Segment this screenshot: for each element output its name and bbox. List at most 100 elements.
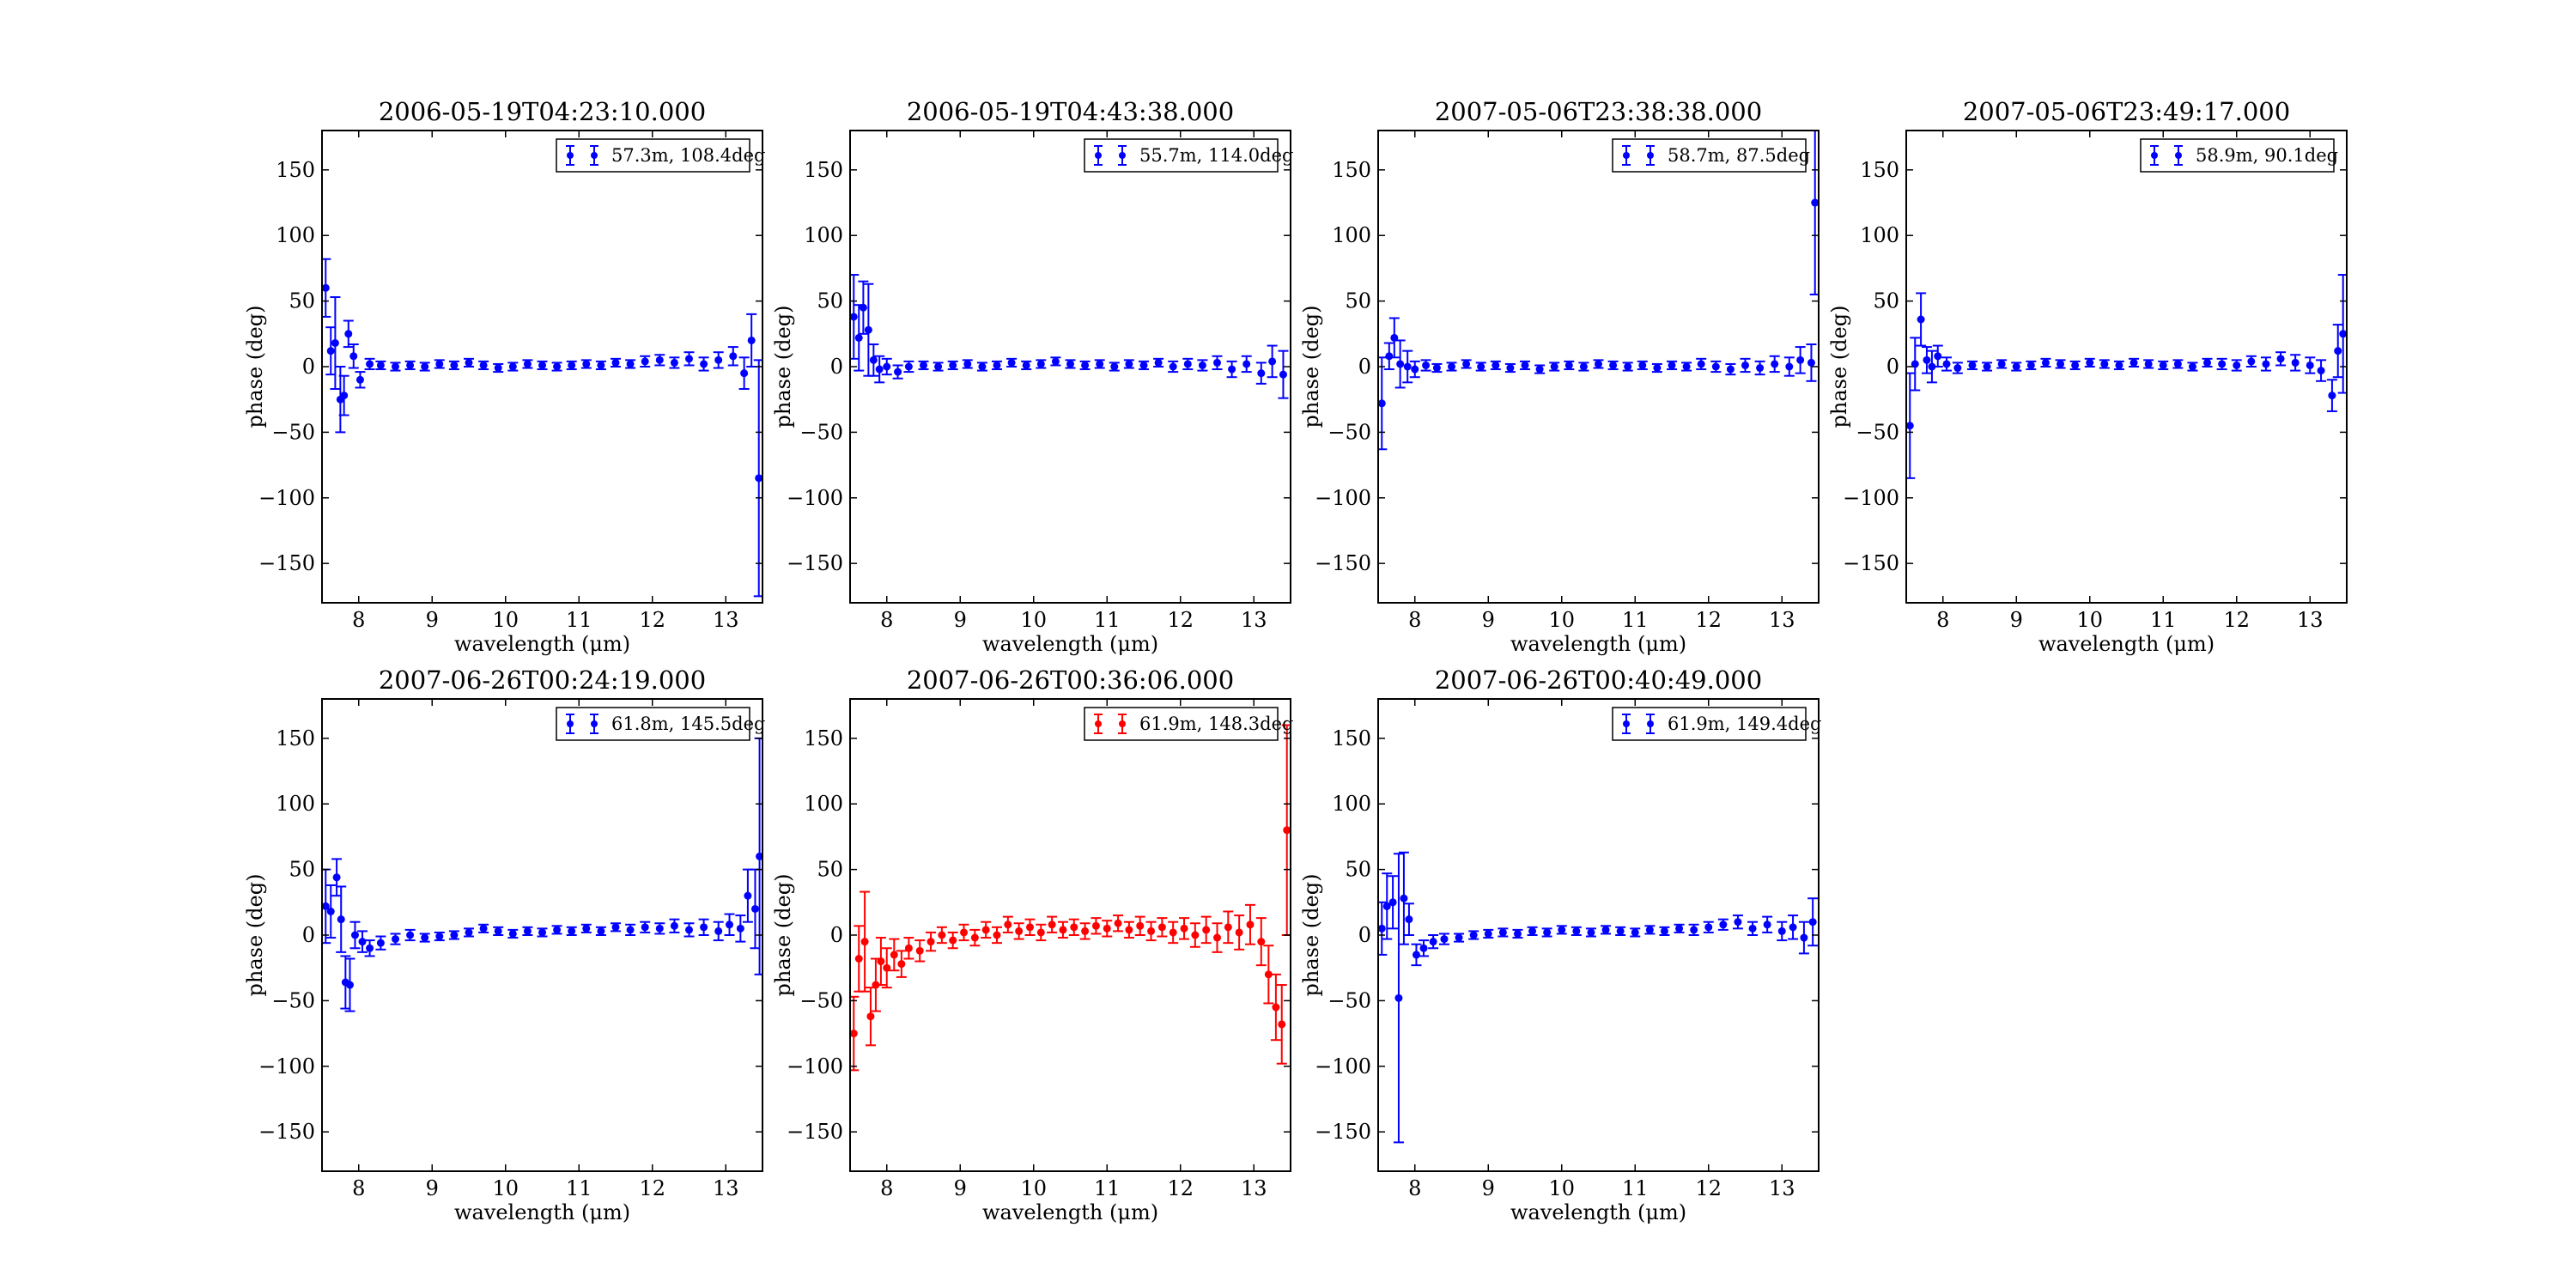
data-point (2100, 360, 2109, 368)
data-point (1048, 920, 1056, 929)
x-tick-label: 8 (880, 608, 893, 632)
legend-marker (1623, 152, 1630, 159)
data-point (508, 929, 517, 938)
data-point (1953, 364, 1962, 373)
data-point (1169, 362, 1177, 371)
y-axis-label: phase (deg) (771, 874, 795, 997)
legend: 57.3m, 108.4deg (556, 138, 765, 173)
data-point (1022, 361, 1030, 369)
data-point (366, 944, 374, 952)
y-tick-label: 50 (817, 858, 843, 882)
subplot-title: 2007-06-26T00:40:49.000 (1435, 665, 1762, 695)
y-axis-label: phase (deg) (771, 306, 795, 428)
data-point (1789, 923, 1797, 932)
data-point (915, 946, 924, 955)
data-point (750, 904, 759, 913)
data-point (729, 352, 738, 361)
data-point (358, 938, 367, 946)
x-tick-label: 13 (713, 608, 739, 632)
data-point (1394, 993, 1403, 1002)
data-point (1191, 931, 1200, 939)
data-point (1675, 924, 1684, 933)
data-point (714, 355, 723, 364)
legend: 55.7m, 114.0deg (1084, 138, 1293, 173)
data-point (465, 928, 473, 937)
data-point (1411, 365, 1419, 374)
data-point (1278, 1020, 1286, 1029)
x-axis-label: wavelength (μm) (2038, 632, 2215, 656)
x-tick-label: 11 (1094, 1176, 1121, 1200)
data-point (641, 923, 649, 932)
x-tick-label: 13 (713, 1176, 739, 1200)
data-point (1719, 920, 1728, 929)
data-point (747, 336, 756, 344)
x-tick-label: 11 (566, 608, 592, 632)
data-point (1711, 362, 1720, 371)
legend: 58.7m, 87.5deg (1612, 138, 1810, 173)
data-point (1811, 198, 1819, 207)
y-tick-label: 100 (804, 792, 843, 816)
data-point (1091, 921, 1100, 930)
data-point (869, 355, 878, 364)
y-tick-label: −50 (1327, 988, 1371, 1012)
data-point (1157, 923, 1166, 932)
data-point (1543, 928, 1552, 937)
legend-box (556, 138, 750, 173)
data-point (1004, 920, 1012, 929)
data-point (1997, 360, 2006, 368)
data-point (553, 926, 562, 934)
data-point (920, 361, 927, 369)
data-point (1198, 361, 1206, 369)
data-point (1036, 360, 1045, 368)
data-point (1440, 935, 1449, 944)
data-point (993, 931, 1001, 939)
data-point (1911, 360, 1919, 368)
data-point (611, 358, 620, 367)
data-point (344, 330, 353, 338)
data-point (1917, 315, 1925, 324)
data-point (875, 365, 884, 374)
y-tick-label: 50 (289, 858, 315, 882)
subplot-1: 2006-05-19T04:23:10.000 8 9 10 11 12 13 150 100 5… (243, 97, 765, 656)
subplot-title: 2007-05-06T23:49:17.000 (1963, 97, 2290, 126)
data-point (1224, 923, 1232, 932)
data-point (1595, 360, 1602, 368)
x-axis-label: wavelength (μm) (454, 1200, 630, 1224)
data-point (864, 325, 872, 334)
data-point (1432, 364, 1441, 373)
data-point (1405, 915, 1413, 924)
data-point (1213, 933, 1221, 942)
data-point (883, 362, 891, 371)
data-point (538, 928, 546, 937)
data-point (1385, 352, 1394, 361)
data-point (1242, 360, 1251, 368)
data-point (350, 931, 359, 939)
y-tick-label: −50 (271, 988, 315, 1012)
data-point (1403, 362, 1412, 371)
data-point (1564, 361, 1573, 369)
data-point (714, 927, 723, 935)
data-point (963, 360, 972, 368)
data-point (349, 352, 358, 361)
data-point (465, 358, 473, 367)
data-point (1771, 360, 1779, 368)
data-point (1928, 362, 1936, 371)
data-point (376, 939, 385, 947)
data-point (1807, 358, 1815, 367)
data-point (1272, 1003, 1280, 1012)
data-point (1081, 361, 1090, 369)
data-point (1558, 926, 1566, 934)
legend-marker (1095, 720, 1102, 727)
data-point (1015, 927, 1024, 935)
data-point (326, 908, 335, 915)
data-point (2144, 360, 2153, 368)
data-point (1631, 928, 1639, 937)
data-point (2291, 358, 2300, 367)
data-point (850, 313, 858, 321)
data-point (1169, 928, 1177, 937)
data-point (406, 361, 415, 369)
data-point (1378, 399, 1386, 408)
y-tick-label: −150 (258, 1120, 315, 1144)
data-point (700, 923, 708, 932)
